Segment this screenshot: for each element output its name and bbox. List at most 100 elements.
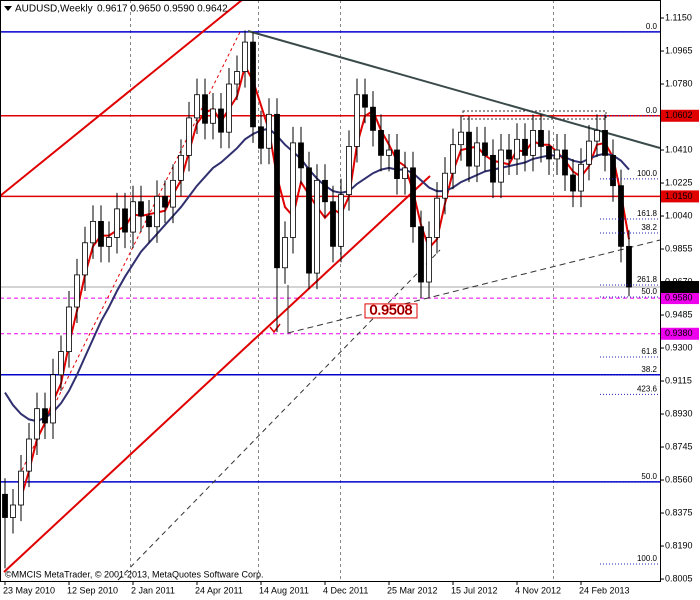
fib-label: 61.8: [641, 347, 657, 356]
candle-body: [330, 201, 336, 247]
candle-body: [386, 149, 392, 156]
trend-line: [117, 249, 441, 581]
candle-body: [410, 167, 416, 228]
candle-body: [290, 142, 296, 238]
candle-body: [626, 245, 632, 288]
channel-line: [0, 0, 243, 197]
fib-label: 50.0: [641, 472, 657, 481]
candle-body: [90, 220, 96, 244]
x-tick-label: 15 Jul 2012: [451, 585, 498, 595]
drawings: [0, 0, 661, 581]
candle-body: [578, 163, 584, 192]
annotation-box: [364, 303, 418, 319]
fib-label: 50.0: [641, 287, 657, 296]
y-tick-label: 0.8930: [665, 408, 693, 418]
candle-body: [10, 504, 16, 518]
candle-body: [138, 201, 144, 217]
candle-body: [178, 154, 184, 181]
candle-body: [586, 140, 592, 165]
fib-label: 423.6: [637, 385, 658, 394]
candle-body: [322, 179, 328, 203]
chart-title: AUDUSD,Weekly: [15, 4, 93, 15]
candle-body: [402, 167, 408, 179]
fib-label: 261.8: [637, 275, 658, 284]
annotation-label: 0.9508: [370, 302, 413, 318]
candle-body: [466, 131, 472, 167]
candle-body: [154, 196, 160, 228]
plot-frame: [0, 0, 661, 582]
y-tick-label: 1.0040: [665, 210, 693, 220]
candle-body: [418, 226, 424, 283]
candle-body: [170, 179, 176, 208]
footer: ©MMCIS MetaTrader, © 2001-2013, MetaQuot…: [5, 569, 264, 579]
candle-body: [538, 129, 544, 147]
candle-body: [282, 237, 288, 269]
x-tick-label: 14 Aug 2011: [259, 585, 309, 595]
y-tick-label: 0.8745: [665, 441, 693, 451]
candle-body: [266, 113, 272, 149]
candle-body: [162, 196, 168, 208]
candle-body: [50, 374, 56, 424]
y-tick-label: 1.1150: [665, 12, 692, 22]
candles: [2, 30, 632, 569]
candle-body: [26, 438, 32, 472]
candle-body: [490, 154, 496, 183]
price-box-label: 0.9580: [665, 292, 693, 302]
candle-body: [522, 138, 528, 156]
fib-label: 38.2: [641, 365, 657, 374]
annotations: 0.9508: [364, 301, 418, 319]
y-tick-label: 0.9300: [665, 342, 693, 352]
candle-body: [130, 201, 136, 233]
price-box-label: 1.0602: [665, 110, 693, 120]
y-tick-label: 0.8375: [665, 507, 693, 517]
menu-arrow: [4, 6, 12, 11]
candle-body: [506, 149, 512, 160]
y-tick-label: 0.8560: [665, 474, 693, 484]
candle-body: [210, 108, 216, 124]
y-tick-label: 1.0410: [665, 144, 693, 154]
candle-body: [482, 142, 488, 156]
candle-body: [450, 144, 456, 174]
candle-body: [570, 174, 576, 192]
channel-line: [3, 175, 431, 573]
candle-body: [42, 408, 48, 424]
price-box-label: 0.9380: [665, 328, 693, 338]
y-tick-label: 0.9115: [665, 375, 692, 385]
candle-body: [146, 215, 152, 228]
candle-body: [594, 129, 600, 142]
candle-body: [610, 154, 616, 187]
candle-body: [434, 197, 440, 238]
candle-body: [442, 172, 448, 199]
trend-line: [247, 30, 661, 149]
candle-body: [234, 71, 240, 85]
y-tick-label: 1.0780: [665, 78, 693, 88]
candle-body: [218, 108, 224, 133]
candle-body: [274, 113, 280, 269]
fib-label: 38.2: [641, 223, 657, 232]
candle-body: [394, 149, 400, 179]
x-tick-label: 25 Mar 2012: [387, 585, 438, 595]
price-box: [661, 190, 699, 203]
candle-body: [514, 138, 520, 160]
candle-body: [18, 470, 24, 506]
candle-body: [2, 493, 8, 518]
axes: 1.11501.09651.07801.05951.04101.02251.00…: [3, 12, 699, 595]
candle-body: [338, 194, 344, 247]
y-tick-label: 1.0225: [665, 177, 693, 187]
y-tick-label: 0.9855: [665, 243, 693, 253]
candle-body: [370, 106, 376, 131]
chart-subtitle: 0.9617 0.9650 0.9590 0.9642: [97, 4, 228, 15]
candle-body: [202, 94, 208, 124]
x-tick-label: 24 Feb 2013: [579, 585, 630, 595]
candle-body: [546, 146, 552, 160]
x-tick-label: 24 Apr 2011: [195, 585, 243, 595]
candle-body: [98, 220, 104, 247]
candle-body: [82, 242, 88, 276]
x-tick-label: 4 Dec 2011: [323, 585, 368, 595]
candle-body: [226, 83, 232, 133]
box-drawing: [462, 110, 607, 120]
candle-body: [346, 146, 352, 196]
candle-body: [354, 94, 360, 147]
current-price: 0.9642: [665, 281, 693, 291]
